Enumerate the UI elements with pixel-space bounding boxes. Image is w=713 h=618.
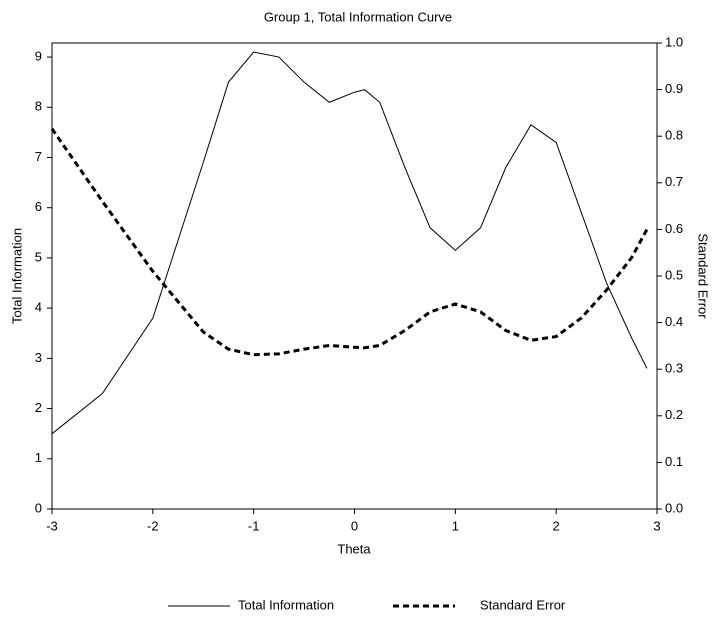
y2-tick-label: 0.0 [665, 500, 683, 515]
x-tick-label: -3 [46, 518, 58, 533]
x-tick-label: -1 [248, 518, 260, 533]
x-tick-label: 2 [553, 518, 560, 533]
y2-tick-label: 0.5 [665, 267, 683, 282]
legend-label: Total Information [238, 597, 334, 612]
y-tick-label: 5 [35, 249, 42, 264]
y-tick-label: 8 [35, 99, 42, 114]
y-tick-label: 9 [35, 48, 42, 63]
y-tick-label: 0 [35, 500, 42, 515]
y2-tick-label: 0.1 [665, 454, 683, 469]
y2-tick-label: 0.7 [665, 174, 683, 189]
legend-label: Standard Error [480, 597, 566, 612]
plot-frame [51, 42, 658, 510]
chart-title: Group 1, Total Information Curve [264, 9, 452, 24]
x-tick-label: 3 [653, 518, 660, 533]
y2-axis-label: Standard Error [696, 233, 711, 319]
y-tick-label: 3 [35, 350, 42, 365]
y-tick-label: 6 [35, 199, 42, 214]
y-tick-label: 2 [35, 400, 42, 415]
y2-tick-label: 0.2 [665, 407, 683, 422]
y2-tick-label: 0.8 [665, 128, 683, 143]
y-tick-label: 4 [35, 300, 42, 315]
y2-tick-label: 0.3 [665, 361, 683, 376]
series-line [51, 51, 648, 435]
y2-tick-label: 0.4 [665, 314, 683, 329]
y-tick-label: 1 [35, 450, 42, 465]
y2-tick-label: 1.0 [665, 34, 683, 49]
series-line [50, 127, 649, 357]
x-tick-label: -2 [147, 518, 159, 533]
x-tick-label: 1 [452, 518, 459, 533]
x-axis-label: Theta [337, 541, 371, 556]
x-tick-label: 0 [351, 518, 358, 533]
y2-tick-label: 0.9 [665, 81, 683, 96]
y2-tick-label: 0.6 [665, 221, 683, 236]
y-axis-label: Total Information [9, 228, 24, 324]
y-tick-label: 7 [35, 149, 42, 164]
